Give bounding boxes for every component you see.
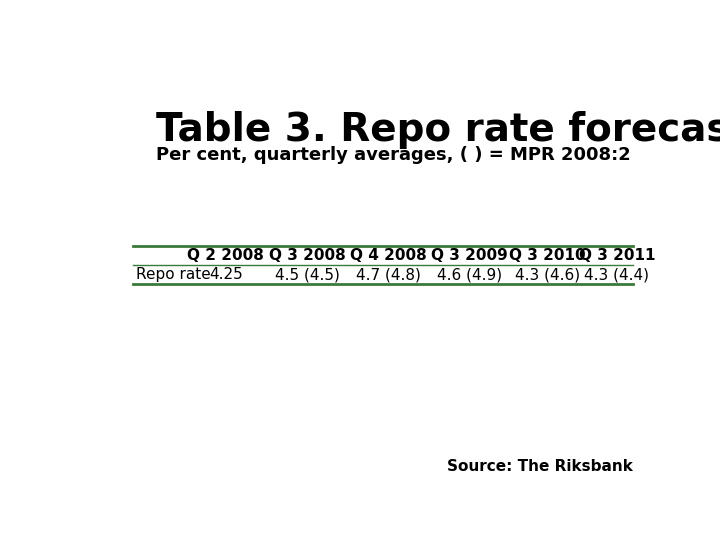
- Text: Per cent, quarterly averages, ( ) = MPR 2008:2: Per cent, quarterly averages, ( ) = MPR …: [156, 146, 631, 164]
- Text: 4.25: 4.25: [209, 267, 243, 282]
- Text: 4.7 (4.8): 4.7 (4.8): [356, 267, 420, 282]
- Text: SVERIGES
RIKSBANK: SVERIGES RIKSBANK: [639, 72, 683, 92]
- Text: 4.3 (4.6): 4.3 (4.6): [515, 267, 580, 282]
- Text: 4.3 (4.4): 4.3 (4.4): [585, 267, 649, 282]
- Text: Q 3 2008: Q 3 2008: [269, 248, 346, 263]
- Text: Q 3 2011: Q 3 2011: [579, 248, 655, 263]
- Text: 4.6 (4.9): 4.6 (4.9): [437, 267, 503, 282]
- Text: Repo rate: Repo rate: [137, 267, 211, 282]
- Text: Q 4 2008: Q 4 2008: [350, 248, 427, 263]
- Text: Source: The Riksbank: Source: The Riksbank: [446, 459, 632, 474]
- Text: Table 3. Repo rate forecast: Table 3. Repo rate forecast: [156, 111, 720, 149]
- Text: Q 3 2010: Q 3 2010: [509, 248, 585, 263]
- Text: Q 3 2009: Q 3 2009: [431, 248, 508, 263]
- Text: Q 2 2008: Q 2 2008: [187, 248, 264, 263]
- Text: 4.5 (4.5): 4.5 (4.5): [274, 267, 339, 282]
